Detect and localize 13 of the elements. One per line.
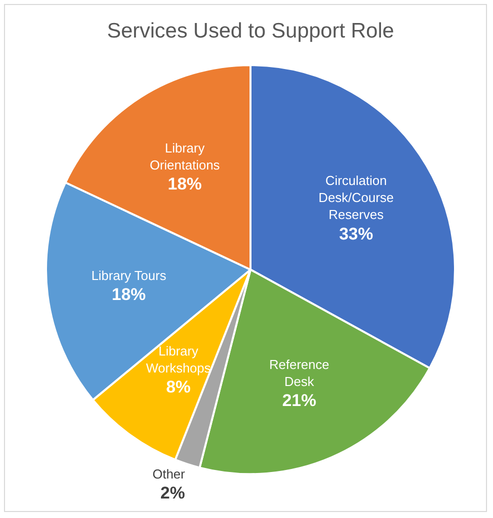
slice-label: Reference Desk bbox=[269, 356, 330, 389]
slice-label: Library Tours bbox=[91, 268, 167, 284]
slice-label: Circulation Desk/Course Reserves bbox=[318, 173, 394, 222]
data-label: 18% bbox=[168, 174, 202, 194]
data-label: 18% bbox=[112, 285, 146, 304]
slice-label: Library Workshops bbox=[146, 343, 212, 376]
slice-label: Other bbox=[152, 466, 186, 482]
data-label: 8% bbox=[166, 378, 191, 397]
chart-title: Services Used to Support Role bbox=[106, 19, 394, 42]
slice-label: Library Orientations bbox=[150, 140, 220, 173]
data-label: 21% bbox=[282, 390, 316, 410]
data-label: 33% bbox=[339, 224, 374, 244]
data-label: 2% bbox=[160, 484, 185, 503]
